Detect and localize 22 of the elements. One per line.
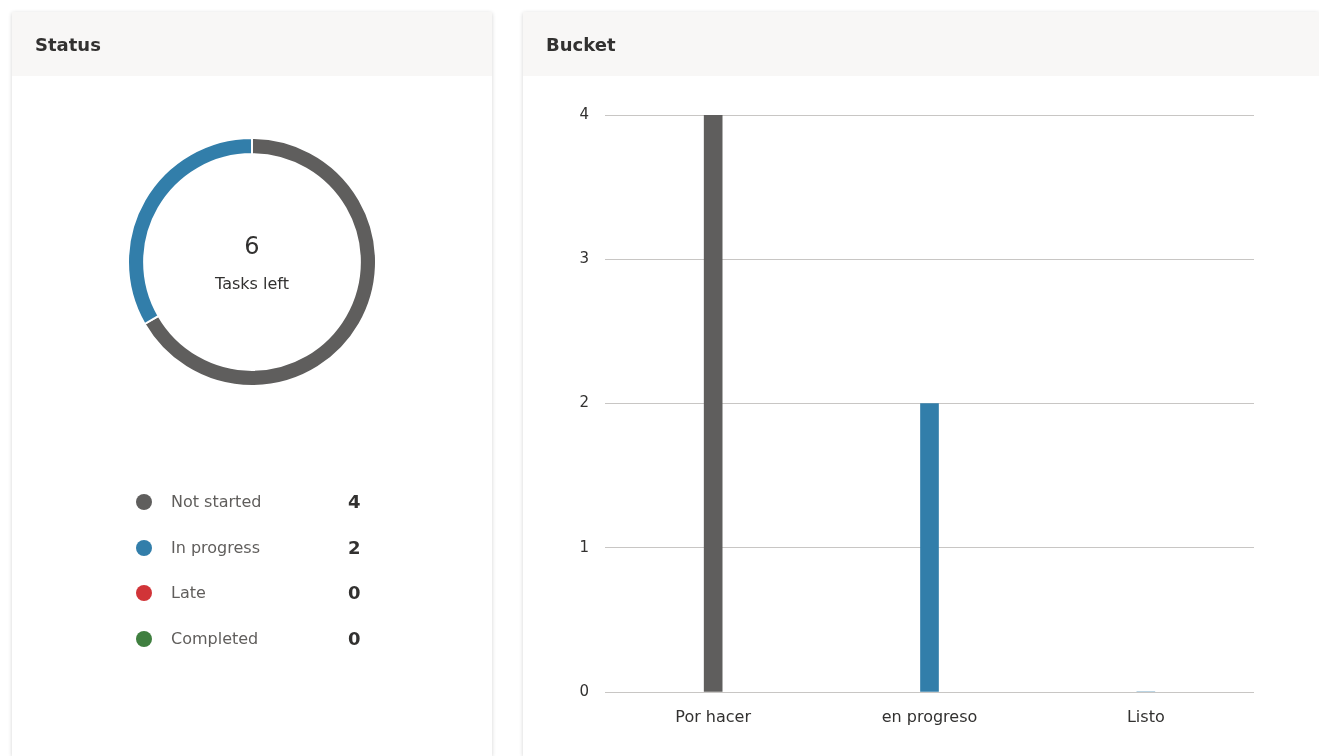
legend-label: Not started (171, 492, 262, 511)
x-tick-label: Listo (1126, 706, 1165, 726)
x-tick-label: en progreso (881, 706, 978, 726)
chart-title: Status (35, 33, 101, 55)
y-tick-label: 2 (579, 393, 589, 412)
y-tick-label: 1 (579, 537, 589, 556)
legend-label: Completed (171, 628, 259, 648)
legend-label: In progress (171, 537, 261, 557)
x-tick-label: Por hacer (675, 706, 752, 726)
data-label: 2 (348, 536, 361, 558)
y-tick-label: 4 (579, 104, 589, 123)
text: 6 (243, 232, 261, 260)
chart-title: Bucket (546, 33, 616, 55)
text: 0 (348, 582, 361, 603)
legend-label: Late (171, 583, 206, 602)
text: 0 (348, 627, 361, 649)
y-tick-label: 3 (579, 249, 589, 268)
bar (703, 115, 723, 692)
text: Tasks left (214, 274, 290, 293)
data-label: 4 (348, 491, 361, 512)
bar (920, 403, 939, 692)
y-tick-label: 0 (579, 681, 589, 700)
